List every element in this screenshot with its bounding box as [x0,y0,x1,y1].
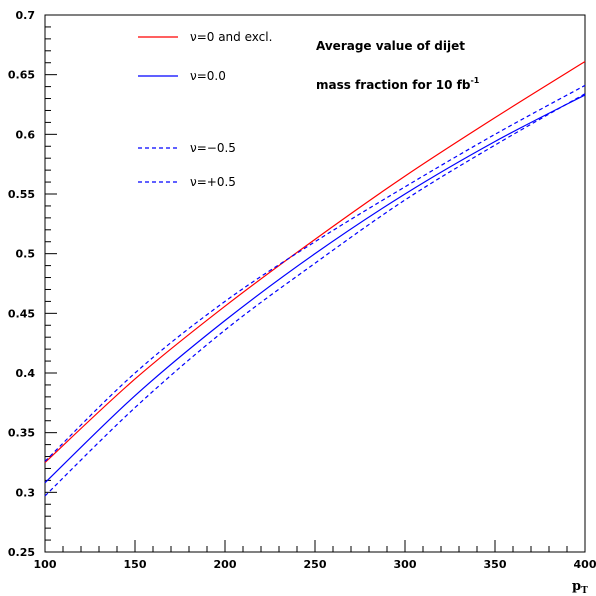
y-tick-label: 0.6 [16,128,36,141]
y-tick-label: 0.35 [8,427,35,440]
x-tick-label: 200 [214,558,237,571]
annotation-line-1: Average value of dijet [316,39,465,53]
x-tick-label: 100 [34,558,57,571]
x-axis-title-main: p [572,579,581,594]
series-lines [44,61,586,497]
plot-frame [44,14,586,553]
y-tick-label: 0.3 [16,486,36,499]
y-tick-label: 0.4 [16,367,36,380]
tick-labels: 100 150 200 250 300 350 400 0.25 0.3 0.35 0.4 0.45 0… [8,9,596,571]
annotation-line-2: mass fraction for 10 fb-1 [316,76,480,92]
y-tick-label: 0.25 [8,546,35,559]
series-line-1 [44,61,586,463]
legend-label-3: ν=−0.5 [190,141,236,155]
legend-label-1: ν=0 and excl. [190,30,272,44]
x-axis-title-subscript: T [581,586,588,596]
annotation-superscript: -1 [470,76,479,85]
y-tick-label: 0.65 [8,69,35,82]
x-tick-label: 350 [484,558,507,571]
series-line-4 [44,93,586,497]
tick-marks [44,14,586,553]
x-tick-label: 300 [394,558,417,571]
y-tick-label: 0.55 [8,188,35,201]
annotation: Average value of dijet mass fraction for… [316,39,480,92]
y-tick-label: 0.5 [16,248,36,261]
legend-label-4: ν=+0.5 [190,175,236,189]
x-axis-title: pT [572,579,588,596]
x-tick-label: 400 [574,558,596,571]
legend: ν=0 and excl. ν=0.0 ν=−0.5 ν=+0.5 [138,30,272,189]
y-tick-label: 0.45 [8,307,35,320]
annotation-line-2-text: mass fraction for 10 fb [316,78,471,92]
legend-label-2: ν=0.0 [190,69,226,83]
x-tick-label: 250 [304,558,327,571]
y-tick-label: 0.7 [16,9,36,22]
series-line-3 [44,84,586,462]
series-line-2 [44,94,586,484]
x-tick-label: 150 [124,558,147,571]
